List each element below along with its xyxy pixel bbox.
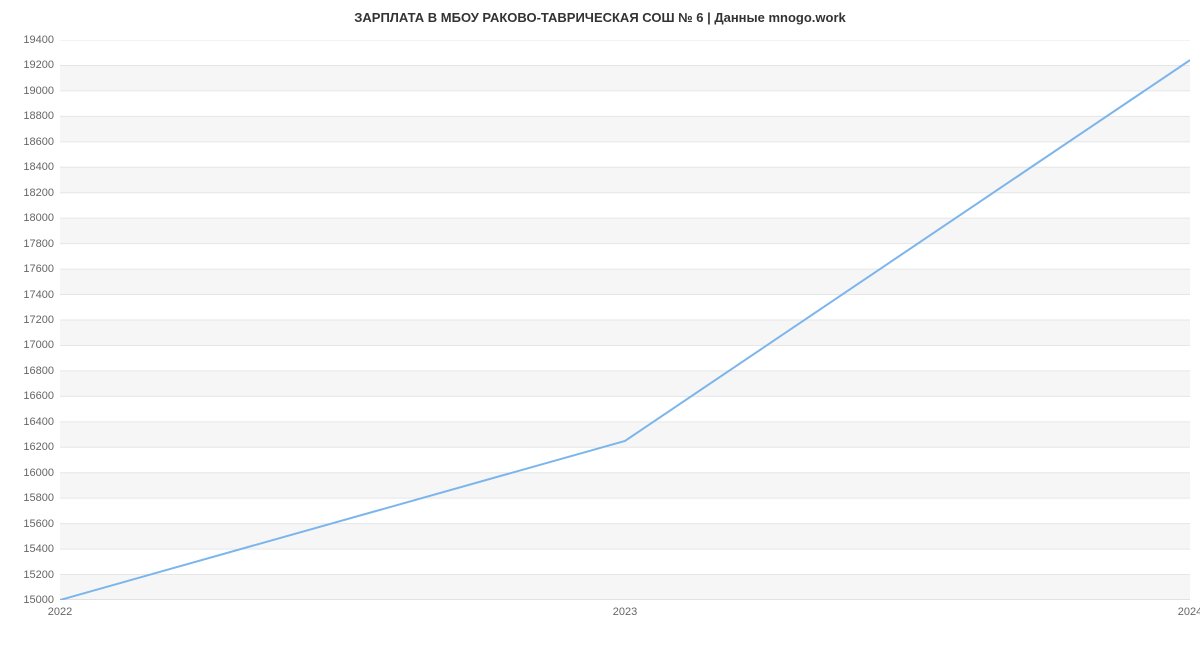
y-tick-label: 19200 (23, 59, 60, 71)
y-tick-label: 17200 (23, 314, 60, 326)
plot-area: 1500015200154001560015800160001620016400… (60, 40, 1190, 600)
y-tick-label: 16800 (23, 365, 60, 377)
y-tick-label: 15200 (23, 569, 60, 581)
y-tick-label: 16200 (23, 441, 60, 453)
y-tick-label: 16400 (23, 416, 60, 428)
y-tick-label: 16000 (23, 467, 60, 479)
y-tick-label: 17400 (23, 289, 60, 301)
y-tick-label: 18000 (23, 212, 60, 224)
chart-title: ЗАРПЛАТА В МБОУ РАКОВО-ТАВРИЧЕСКАЯ СОШ №… (0, 10, 1200, 25)
salary-chart: ЗАРПЛАТА В МБОУ РАКОВО-ТАВРИЧЕСКАЯ СОШ №… (0, 0, 1200, 650)
y-tick-label: 17000 (23, 339, 60, 351)
y-tick-label: 18200 (23, 187, 60, 199)
x-tick-label: 2022 (48, 600, 72, 618)
y-tick-label: 15400 (23, 543, 60, 555)
y-tick-label: 19400 (23, 34, 60, 46)
y-tick-label: 15600 (23, 518, 60, 530)
plot-svg (60, 40, 1190, 600)
y-tick-label: 19000 (23, 85, 60, 97)
y-tick-label: 15800 (23, 492, 60, 504)
y-tick-label: 17600 (23, 263, 60, 275)
y-tick-label: 17800 (23, 238, 60, 250)
y-tick-label: 18800 (23, 110, 60, 122)
x-tick-label: 2024 (1178, 600, 1200, 618)
y-tick-label: 18600 (23, 136, 60, 148)
y-tick-label: 18400 (23, 161, 60, 173)
y-tick-label: 16600 (23, 390, 60, 402)
x-tick-label: 2023 (613, 600, 637, 618)
